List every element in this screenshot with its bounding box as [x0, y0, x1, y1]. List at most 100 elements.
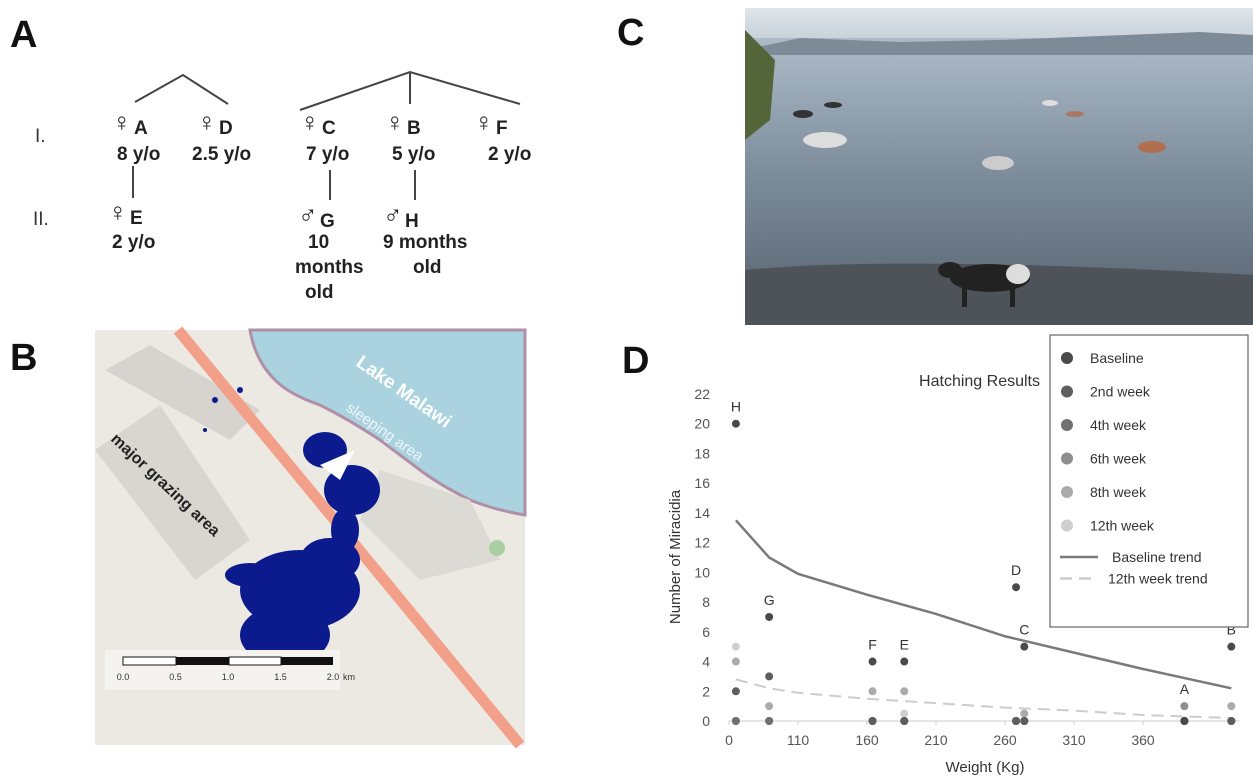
generation-label: I.: [35, 126, 46, 147]
node-age: 10: [308, 232, 329, 253]
legend-swatch: [1061, 386, 1073, 398]
sex-symbol: ♀: [108, 197, 128, 227]
node-age: 8 y/o: [117, 144, 160, 165]
legend-swatch: [1061, 352, 1073, 364]
x-axis-label: Weight (Kg): [946, 759, 1025, 776]
node-age: 2 y/o: [488, 144, 531, 165]
connector: [135, 75, 228, 104]
node-age: old: [413, 257, 442, 278]
node-label: E: [130, 208, 143, 229]
data-point: [765, 702, 773, 710]
panel-label: C: [617, 12, 644, 54]
data-point: [869, 687, 877, 695]
photo: [745, 8, 1253, 325]
sex-symbol: ♀: [474, 107, 494, 137]
scale-label: 0.0: [117, 672, 130, 682]
data-point: [732, 420, 740, 428]
data-point: [869, 717, 877, 725]
chart: Hatching Results Number of Miracidia Wei…: [667, 335, 1248, 776]
data-point: [1020, 643, 1028, 651]
data-point: [1180, 717, 1188, 725]
point-label: F: [868, 637, 877, 653]
data-point: [732, 658, 740, 666]
legend-label: 6th week: [1090, 451, 1147, 467]
sex-symbol: ♀: [197, 107, 217, 137]
data-point: [732, 717, 740, 725]
data-point: [1020, 710, 1028, 718]
legend-label: Baseline: [1090, 350, 1144, 366]
y-tick-label: 14: [694, 505, 710, 521]
legend-label: 4th week: [1090, 417, 1147, 433]
sex-symbol: ♂: [298, 200, 318, 230]
legend-label: Baseline trend: [1112, 549, 1202, 565]
sex-symbol: ♀: [112, 107, 132, 137]
legend-label: 2nd week: [1090, 384, 1151, 400]
node-age: months: [295, 257, 364, 278]
y-tick-label: 0: [702, 713, 710, 729]
x-tick-label: 110: [787, 732, 810, 748]
data-point: [1180, 702, 1188, 710]
legend-swatch: [1061, 419, 1073, 431]
node-age: 5 y/o: [392, 144, 435, 165]
node-label: B: [407, 118, 421, 139]
x-tick-label: 260: [993, 732, 1017, 748]
trend-line: [736, 679, 1231, 718]
generation-label: II.: [33, 209, 49, 230]
sex-symbol: ♂: [383, 200, 403, 230]
y-tick-label: 10: [694, 564, 710, 580]
scale-bar: [123, 657, 333, 665]
data-point: [869, 658, 877, 666]
panel-label: A: [10, 14, 37, 56]
node-age: 2.5 y/o: [192, 144, 251, 165]
data-point: [900, 710, 908, 718]
point-label: D: [1011, 562, 1021, 578]
point-label: A: [1180, 681, 1190, 697]
data-point: [765, 672, 773, 680]
legend-swatch: [1061, 520, 1073, 532]
data-point: [1012, 717, 1020, 725]
scale-box: [105, 650, 340, 690]
data-point: [1020, 717, 1028, 725]
legend-label: 12th week trend: [1108, 571, 1208, 587]
node-label: F: [496, 118, 508, 139]
y-tick-label: 2: [702, 683, 710, 699]
legend-label: 8th week: [1090, 484, 1147, 500]
node-age: old: [305, 282, 334, 303]
x-tick-label: 360: [1131, 732, 1155, 748]
node-label: C: [322, 118, 336, 139]
data-point: [1012, 583, 1020, 591]
x-tick-label: 160: [855, 732, 879, 748]
data-point: [1227, 702, 1235, 710]
scale-label: 1.0: [222, 672, 235, 682]
scale-label: 2.0: [327, 672, 340, 682]
y-tick-label: 18: [694, 445, 710, 461]
y-tick-label: 8: [702, 594, 710, 610]
scale-unit: km: [343, 672, 355, 682]
point-label: E: [900, 637, 909, 653]
scale-label: 1.5: [274, 672, 287, 682]
map: Lake Malawi sleeping area major grazing …: [95, 330, 525, 745]
x-tick-label: 0: [725, 732, 733, 748]
node-age: 7 y/o: [306, 144, 349, 165]
x-tick-label: 310: [1062, 732, 1086, 748]
point-label: C: [1019, 622, 1029, 638]
data-point: [1227, 717, 1235, 725]
point-label: G: [764, 592, 775, 608]
y-tick-label: 4: [702, 654, 710, 670]
y-tick-label: 22: [694, 386, 710, 402]
data-point: [900, 687, 908, 695]
node-label: D: [219, 118, 233, 139]
y-tick-label: 16: [694, 475, 710, 491]
legend-swatch: [1061, 486, 1073, 498]
data-point: [765, 717, 773, 725]
data-point: [900, 658, 908, 666]
data-point: [732, 687, 740, 695]
sex-symbol: ♀: [300, 107, 320, 137]
data-point: [765, 613, 773, 621]
legend-label: 12th week: [1090, 518, 1155, 534]
data-point: [1227, 643, 1235, 651]
data-point: [900, 717, 908, 725]
node-label: H: [405, 211, 419, 232]
x-tick-label: 210: [924, 732, 948, 748]
figure: A B C D I. II. ♀A8 y/o♀D2.5 y/o♀C7 y/o♀B…: [0, 0, 1253, 778]
